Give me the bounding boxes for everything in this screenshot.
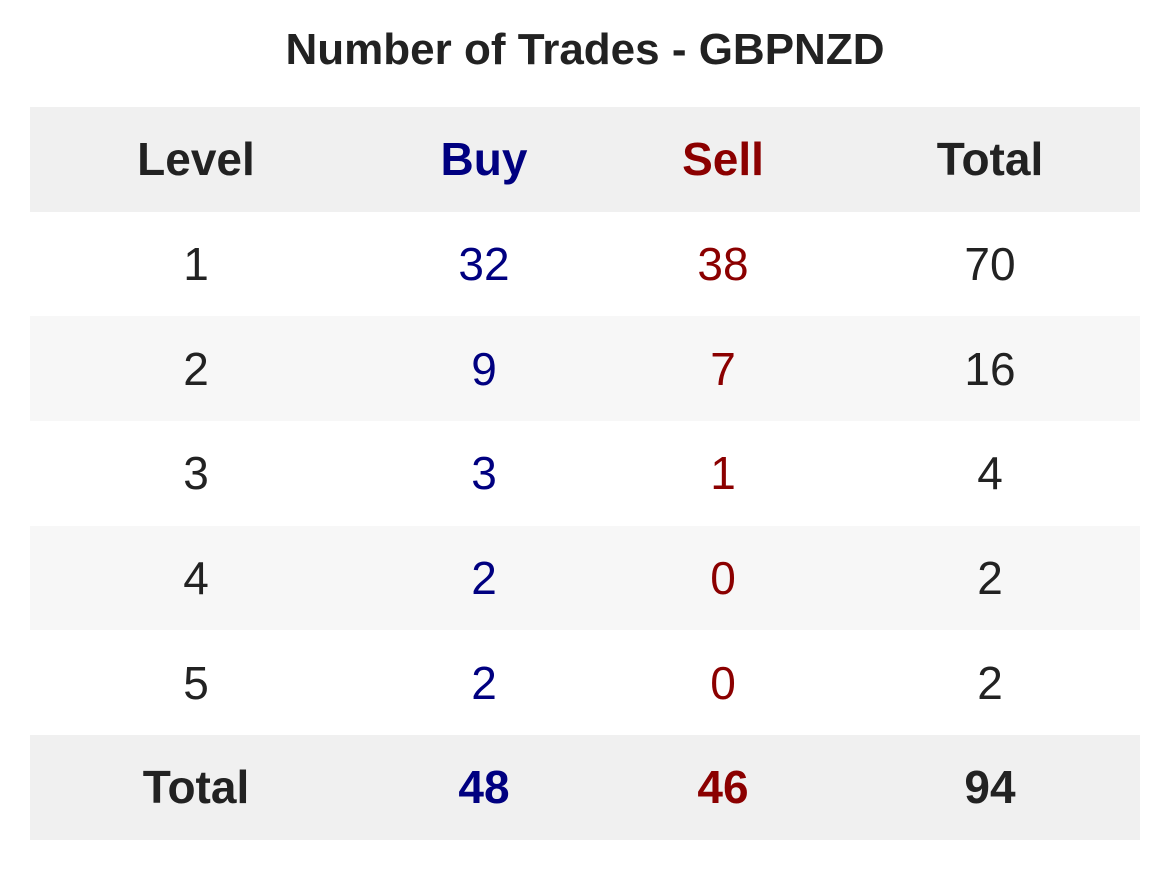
- header-level: Level: [137, 133, 255, 186]
- cell-level: 1: [183, 238, 209, 291]
- cell-sell: 1: [710, 447, 736, 500]
- table-row: 4 2 0 2: [30, 525, 1140, 631]
- totals-row: Total 48 46 94: [30, 735, 1140, 840]
- cell-total: 2: [977, 552, 1003, 605]
- cell-buy: 9: [471, 342, 497, 395]
- header-buy: Buy: [440, 133, 528, 186]
- header-sell: Sell: [682, 133, 764, 186]
- trades-table: Level Buy Sell Total 1 32 38 70 2 9 7 16…: [30, 107, 1140, 840]
- header-total: Total: [936, 133, 1044, 186]
- totals-label: Total: [142, 761, 250, 814]
- cell-buy: 3: [471, 447, 497, 500]
- cell-total: 16: [964, 342, 1016, 395]
- cell-sell: 0: [710, 552, 736, 605]
- cell-level: 4: [183, 552, 209, 605]
- cell-level: 3: [183, 447, 209, 500]
- table-row: 2 9 7 16: [30, 316, 1140, 422]
- table-row: 5 2 0 2: [30, 630, 1140, 736]
- cell-sell: 7: [710, 342, 736, 395]
- cell-sell: 0: [710, 656, 736, 709]
- cell-level: 2: [183, 342, 209, 395]
- chart-title: Number of Trades - GBPNZD: [285, 25, 885, 74]
- table-row: 1 32 38 70: [30, 211, 1140, 317]
- totals-sell: 46: [697, 761, 749, 814]
- cell-total: 4: [977, 447, 1003, 500]
- cell-level: 5: [183, 656, 209, 709]
- cell-buy: 2: [471, 656, 497, 709]
- totals-buy: 48: [458, 761, 510, 814]
- cell-total: 70: [964, 238, 1016, 291]
- cell-buy: 2: [471, 552, 497, 605]
- cell-sell: 38: [697, 238, 749, 291]
- cell-buy: 32: [458, 238, 510, 291]
- header-row: Level Buy Sell Total: [30, 107, 1140, 212]
- table-row: 3 3 1 4: [30, 421, 1140, 526]
- totals-total: 94: [964, 761, 1016, 814]
- cell-total: 2: [977, 656, 1003, 709]
